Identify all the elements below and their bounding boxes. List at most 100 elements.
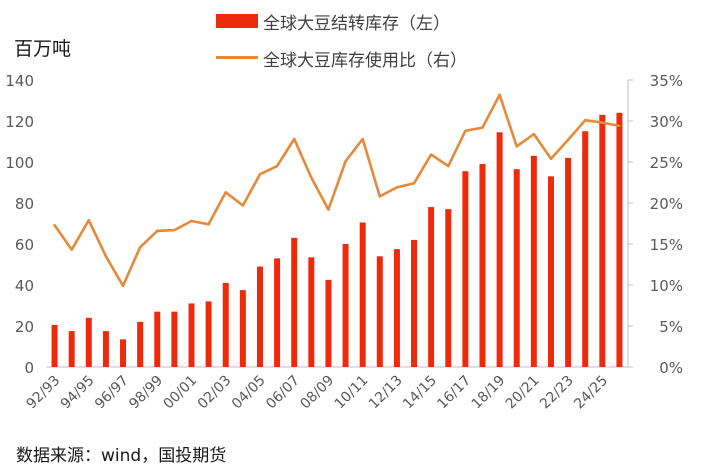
line-point bbox=[412, 182, 416, 185]
bar bbox=[479, 164, 486, 367]
bar bbox=[291, 237, 298, 367]
line-point bbox=[464, 129, 467, 133]
left-tick-label: 80 bbox=[15, 195, 34, 213]
bar bbox=[68, 331, 75, 367]
line-point bbox=[515, 145, 518, 148]
right-tick-label: 25% bbox=[650, 154, 683, 172]
x-tick-label: 08/09 bbox=[297, 373, 337, 413]
x-tick-label: 14/15 bbox=[400, 373, 440, 413]
line-point bbox=[156, 229, 159, 233]
bar bbox=[188, 303, 195, 367]
bar bbox=[582, 131, 589, 367]
left-tick-label: 20 bbox=[15, 318, 34, 336]
right-tick-label: 20% bbox=[650, 195, 683, 213]
line-point bbox=[275, 164, 279, 168]
line-path bbox=[53, 93, 620, 288]
line-point bbox=[584, 118, 587, 122]
x-tick-label: 16/17 bbox=[434, 373, 474, 413]
line-point bbox=[378, 195, 381, 198]
right-tick-label: 15% bbox=[650, 236, 683, 254]
right-axis-ticks: 0% 5% 10% 15% 20% 25% 30% 35% bbox=[650, 72, 683, 377]
line-point bbox=[549, 157, 553, 160]
legend-bar-label: 全球大豆结转库存（左） bbox=[263, 14, 450, 34]
x-tick-label: 24/25 bbox=[571, 373, 611, 413]
line-point bbox=[618, 124, 621, 128]
left-axis-ticks: 0 20 40 60 80 100 120 140 bbox=[5, 72, 34, 377]
bar bbox=[256, 266, 263, 367]
bar bbox=[120, 339, 127, 367]
line-point bbox=[104, 255, 108, 258]
axes bbox=[46, 79, 633, 368]
line-point bbox=[293, 137, 296, 141]
line-point bbox=[310, 176, 313, 179]
line-point bbox=[87, 219, 90, 222]
bar bbox=[462, 171, 469, 367]
bar bbox=[359, 222, 366, 367]
right-tick-label: 0% bbox=[659, 359, 683, 377]
bar bbox=[599, 114, 606, 367]
left-tick-label: 100 bbox=[5, 154, 34, 172]
bar bbox=[342, 244, 349, 367]
line-point bbox=[601, 121, 604, 124]
line-point bbox=[361, 137, 364, 141]
right-tick-label: 35% bbox=[650, 72, 683, 90]
bar bbox=[171, 311, 178, 367]
bar bbox=[547, 176, 554, 367]
x-tick-label: 12/13 bbox=[366, 373, 406, 413]
bar bbox=[85, 317, 92, 367]
line-point bbox=[138, 246, 142, 249]
bar bbox=[274, 258, 281, 367]
bar bbox=[51, 324, 58, 367]
line-point bbox=[224, 191, 227, 194]
bar bbox=[222, 282, 229, 367]
left-tick-label: 0 bbox=[24, 359, 34, 377]
legend-bar-swatch bbox=[216, 14, 258, 28]
line-point bbox=[447, 164, 450, 168]
x-tick-label: 96/97 bbox=[92, 373, 132, 413]
bar bbox=[102, 331, 109, 367]
left-tick-label: 140 bbox=[5, 72, 34, 90]
bar bbox=[205, 301, 212, 367]
right-tick-label: 5% bbox=[659, 318, 683, 336]
line-point bbox=[344, 159, 347, 163]
left-tick-label: 40 bbox=[15, 277, 34, 295]
left-tick-label: 120 bbox=[5, 113, 34, 131]
line-point bbox=[121, 284, 125, 288]
bar bbox=[428, 207, 435, 367]
x-tick-label: 04/05 bbox=[229, 373, 269, 413]
x-tick-label: 02/03 bbox=[195, 373, 235, 413]
line-point bbox=[258, 173, 262, 176]
line-point bbox=[498, 93, 501, 96]
source-note: 数据来源：wind，国投期货 bbox=[16, 446, 227, 466]
bar bbox=[308, 257, 315, 367]
line-point bbox=[207, 223, 210, 226]
line-point bbox=[429, 153, 433, 156]
x-tick-label: 94/95 bbox=[58, 373, 98, 413]
bar bbox=[496, 132, 503, 367]
bar bbox=[616, 112, 623, 367]
legend-line-swatch bbox=[216, 56, 258, 59]
unit-label: 百万吨 bbox=[14, 38, 72, 60]
line-point bbox=[481, 126, 484, 129]
bar bbox=[137, 321, 144, 367]
line-point bbox=[190, 219, 193, 223]
x-tick-label: 10/11 bbox=[332, 373, 372, 413]
bar bbox=[239, 290, 246, 367]
line-point bbox=[241, 204, 245, 207]
legend-line-label: 全球大豆库存使用比（右） bbox=[263, 51, 467, 71]
line-point bbox=[395, 186, 399, 189]
x-tick-label: 98/99 bbox=[126, 373, 166, 413]
line-point bbox=[327, 208, 330, 211]
x-tick-label: 22/23 bbox=[537, 373, 577, 413]
line-series bbox=[53, 93, 621, 288]
left-tick-label: 60 bbox=[15, 236, 34, 254]
line-point bbox=[53, 223, 56, 227]
x-tick-label: 00/01 bbox=[160, 373, 200, 413]
bar bbox=[411, 239, 418, 367]
bar bbox=[154, 311, 161, 367]
bar bbox=[445, 209, 452, 367]
x-tick-label: 06/07 bbox=[263, 373, 303, 413]
right-tick-label: 30% bbox=[650, 113, 683, 131]
bar bbox=[376, 256, 383, 367]
